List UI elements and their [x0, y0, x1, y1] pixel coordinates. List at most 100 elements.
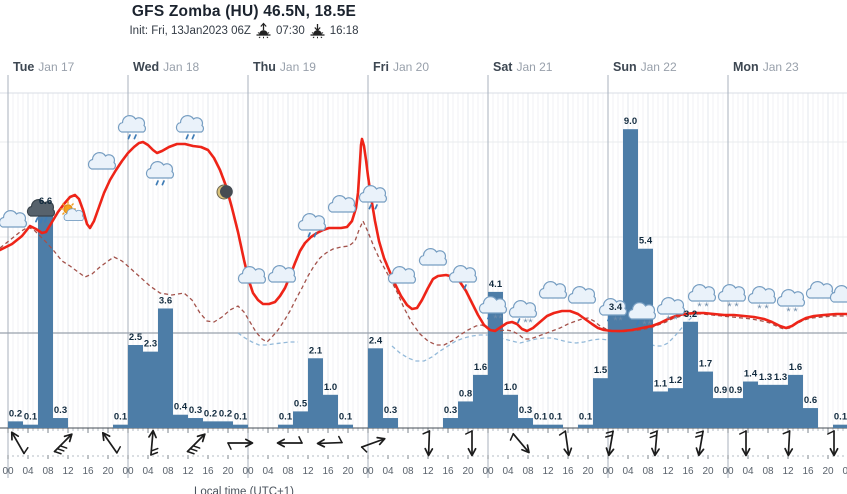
snow-icon: * *	[717, 284, 747, 313]
svg-text:*: *	[498, 313, 503, 325]
svg-text:*: *	[764, 303, 769, 315]
precip-value-label: 0.1	[834, 412, 847, 423]
precip-bar	[773, 384, 788, 428]
sunset-icon	[310, 22, 325, 39]
precip-value-label: 0.9	[714, 385, 727, 396]
precip-bar	[188, 418, 203, 428]
hour-label: 16	[682, 466, 694, 477]
hour-label: 12	[782, 466, 794, 477]
cloud-icon	[87, 152, 117, 170]
hour-label: 12	[542, 466, 554, 477]
precip-bar	[158, 308, 173, 428]
hour-label: 20	[582, 466, 594, 477]
cloud-icon	[538, 281, 568, 299]
precip-bar	[833, 424, 847, 428]
precip-value-label: 1.6	[474, 362, 487, 373]
hour-label: 08	[162, 466, 174, 477]
precip-value-label: 1.0	[504, 382, 517, 393]
svg-text:*: *	[786, 306, 791, 318]
precip-bar	[713, 398, 728, 428]
precip-bar	[473, 374, 488, 428]
precip-bar	[788, 374, 803, 428]
precip-value-label: 9.0	[624, 116, 637, 127]
hour-label: 16	[82, 466, 94, 477]
svg-text:*: *	[704, 301, 709, 313]
precip-bar	[458, 401, 473, 428]
precip-bar	[638, 248, 653, 428]
hour-label: 16	[202, 466, 214, 477]
hour-label: 16	[802, 466, 814, 477]
precip-bar	[308, 358, 323, 428]
svg-text:*: *	[493, 313, 498, 325]
precip-bar	[578, 424, 593, 428]
precip-bar	[488, 291, 503, 428]
wind-barb	[186, 433, 206, 455]
hour-label: 08	[642, 466, 654, 477]
hour-label: 16	[322, 466, 334, 477]
moon-icon	[216, 184, 233, 200]
hour-label: 08	[402, 466, 414, 477]
day-labels: Tue Jan 17 Wed Jan 18 Thu Jan 19 Fri Jan 20 Sat J…	[13, 60, 799, 74]
wind-barb	[101, 431, 121, 454]
mix-icon: * *	[627, 302, 657, 331]
wind-barb	[422, 430, 434, 457]
svg-text:*: *	[734, 301, 739, 313]
precip-bar	[143, 351, 158, 428]
hour-label: 00	[842, 466, 847, 477]
weather-icons: * * * * * * * * * ** * * * * * * *	[0, 115, 847, 331]
wind-barb	[465, 430, 477, 457]
wind-barb	[360, 436, 386, 453]
hour-label: 20	[102, 466, 114, 477]
day-label: Tue Jan 17	[13, 60, 75, 74]
rain-icon	[297, 213, 327, 238]
precip-value-label: 0.1	[114, 412, 128, 423]
wind-barb	[148, 429, 159, 456]
precip-value-label: 0.1	[24, 412, 38, 423]
precip-value-label: 0.3	[384, 405, 397, 416]
precip-bar	[338, 424, 353, 428]
hour-label: 00	[122, 466, 134, 477]
precip-bar	[518, 418, 533, 428]
precip-bar	[23, 424, 38, 428]
precip-value-label: 0.6	[804, 395, 817, 406]
temperature-curve	[0, 137, 847, 333]
wind-barb	[276, 436, 303, 448]
precip-bar	[653, 391, 668, 428]
hour-label: 16	[442, 466, 454, 477]
precip-bar	[113, 424, 128, 428]
precip-bar	[233, 424, 248, 428]
wind-barb	[827, 430, 839, 457]
precip-bar	[758, 384, 773, 428]
precip-value-label: 3.6	[159, 295, 172, 306]
precip-value-label: 0.8	[459, 388, 472, 399]
svg-text:*: *	[613, 315, 618, 327]
precip-bar	[293, 411, 308, 428]
hour-label: 12	[182, 466, 194, 477]
precip-value-label: 0.2	[9, 408, 22, 419]
day-label: Fri Jan 20	[373, 60, 429, 74]
precip-value-label: 1.2	[669, 375, 682, 386]
sunrise-time: 07:30	[275, 24, 305, 37]
hour-label: 00	[722, 466, 734, 477]
sunrise-icon	[256, 22, 271, 39]
hour-label: 08	[42, 466, 54, 477]
snow-icon: * *	[656, 297, 686, 326]
precip-bar	[728, 398, 743, 428]
suncloud-icon	[60, 201, 84, 222]
hour-labels: 00 04 08 12 16 20 00 04 08 12 16 20 00 04 08 12 16 20 00 04…	[2, 466, 847, 477]
hour-label: 16	[562, 466, 574, 477]
precip-bar	[53, 418, 68, 428]
svg-text:*: *	[727, 301, 732, 313]
svg-text:*: *	[793, 306, 798, 318]
darkrain-icon	[26, 199, 56, 224]
precip-bar	[8, 421, 23, 428]
precip-value-label: 3.2	[684, 309, 697, 320]
wind-barb	[316, 435, 343, 448]
chart-title: GFS Zomba (HU) 46.5N, 18.5E	[131, 3, 357, 20]
mix-icon: * *	[508, 300, 538, 329]
svg-text:*: *	[666, 314, 671, 326]
hour-label: 00	[362, 466, 374, 477]
hour-label: 08	[762, 466, 774, 477]
precip-value-label: 0.3	[189, 405, 202, 416]
